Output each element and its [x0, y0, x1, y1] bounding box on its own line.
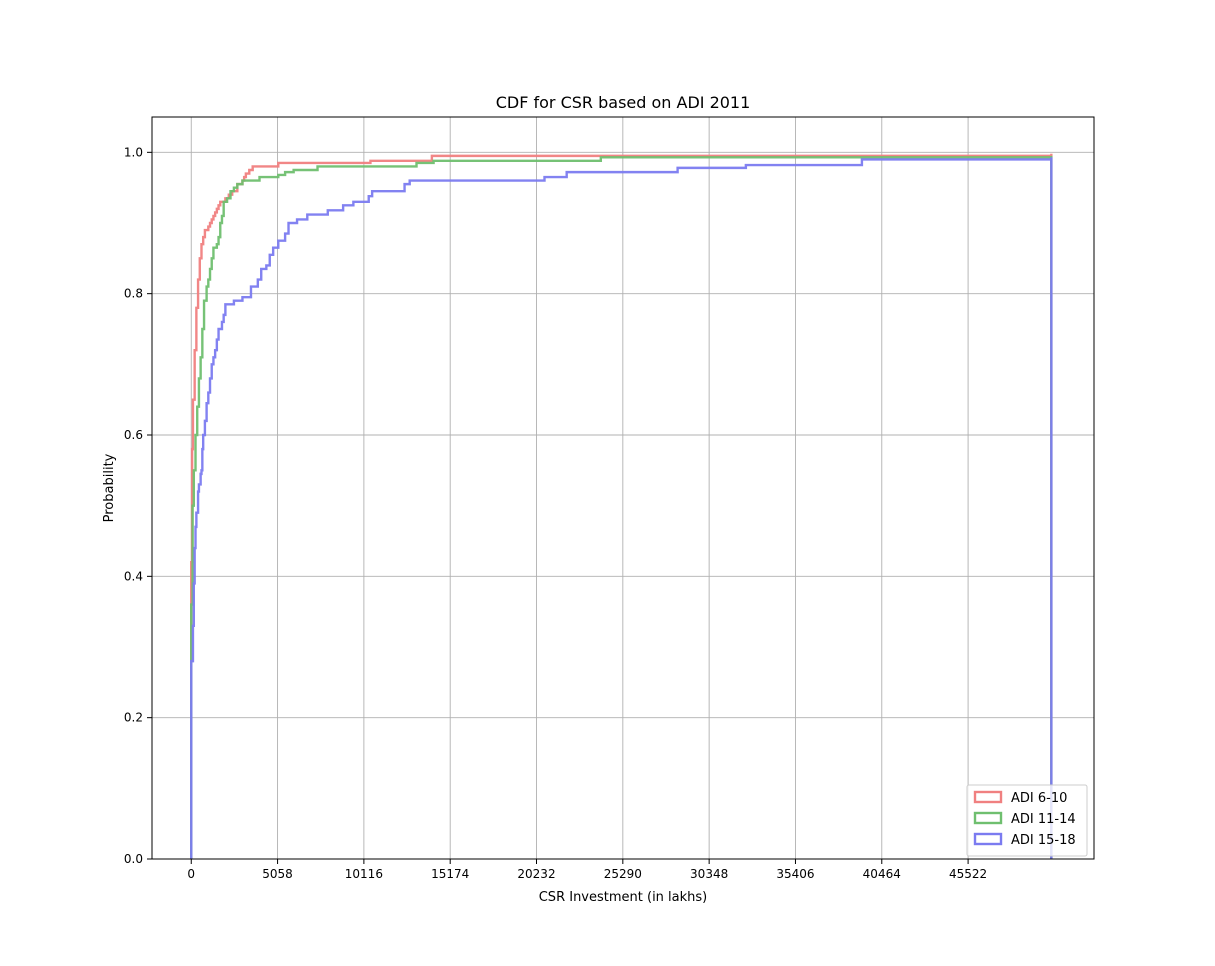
- x-tick-label: 35406: [776, 867, 814, 881]
- y-tick-label: 1.0: [124, 145, 143, 159]
- y-tick-label: 0.0: [124, 852, 143, 866]
- x-tick-label: 15174: [431, 867, 469, 881]
- x-axis-label: CSR Investment (in lakhs): [539, 890, 708, 905]
- series-line-3: [190, 157, 1053, 859]
- y-tick-label: 0.4: [124, 569, 143, 583]
- x-tick-label: 25290: [604, 867, 642, 881]
- y-tick-label: 0.2: [124, 711, 143, 725]
- legend-label: ADI 6-10: [1011, 791, 1067, 806]
- legend-swatch: [973, 811, 1003, 825]
- x-axis-ticks: 0 5058 10116 15174 20232 25290 30348 35406 40464…: [187, 859, 987, 881]
- x-tick-label: 20232: [517, 867, 555, 881]
- legend-swatch: [973, 832, 1003, 846]
- x-tick-label: 45522: [949, 867, 987, 881]
- legend-label: ADI 11-14: [1011, 812, 1076, 827]
- legend-label: ADI 15-18: [1011, 833, 1076, 848]
- series-layer: [190, 153, 1053, 859]
- x-tick-label: 40464: [863, 867, 901, 881]
- x-tick-label: 5058: [262, 867, 293, 881]
- x-tick-label: 30348: [690, 867, 728, 881]
- y-axis-label: Probability: [102, 453, 117, 522]
- series-line-2: [190, 155, 1053, 859]
- series-line-1: [190, 153, 1053, 859]
- x-tick-label: 10116: [345, 867, 383, 881]
- y-axis-ticks: 0.0 0.2 0.4 0.6 0.8 1.0: [124, 145, 152, 866]
- legend-swatch: [973, 790, 1003, 804]
- x-tick-label: 0: [187, 867, 195, 881]
- y-tick-label: 0.8: [124, 287, 143, 301]
- y-tick-label: 0.6: [124, 428, 143, 442]
- chart-title: CDF for CSR based on ADI 2011: [496, 93, 751, 112]
- legend: ADI 6-10 ADI 11-14 ADI 15-18: [966, 784, 1088, 857]
- legend-items: ADI 6-10 ADI 11-14 ADI 15-18: [973, 790, 1076, 848]
